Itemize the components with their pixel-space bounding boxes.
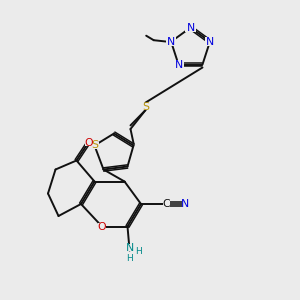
Text: N: N	[125, 243, 134, 253]
Text: O: O	[98, 221, 106, 232]
FancyBboxPatch shape	[163, 200, 170, 208]
Text: N: N	[181, 199, 190, 209]
Text: H: H	[126, 254, 133, 263]
FancyBboxPatch shape	[205, 37, 215, 46]
FancyBboxPatch shape	[173, 60, 184, 69]
Text: N: N	[206, 37, 214, 47]
FancyBboxPatch shape	[98, 223, 106, 230]
Text: N: N	[167, 37, 175, 47]
Text: N: N	[174, 59, 183, 70]
FancyBboxPatch shape	[185, 23, 196, 32]
Text: S: S	[142, 101, 149, 112]
FancyBboxPatch shape	[141, 103, 150, 110]
Text: O: O	[84, 137, 93, 148]
FancyBboxPatch shape	[126, 244, 134, 251]
FancyBboxPatch shape	[85, 139, 92, 146]
FancyBboxPatch shape	[90, 142, 99, 149]
FancyBboxPatch shape	[166, 37, 176, 46]
Text: C: C	[163, 199, 170, 209]
FancyBboxPatch shape	[182, 200, 189, 208]
Text: N: N	[186, 22, 195, 33]
Text: S: S	[91, 140, 98, 151]
Text: H: H	[135, 248, 141, 256]
